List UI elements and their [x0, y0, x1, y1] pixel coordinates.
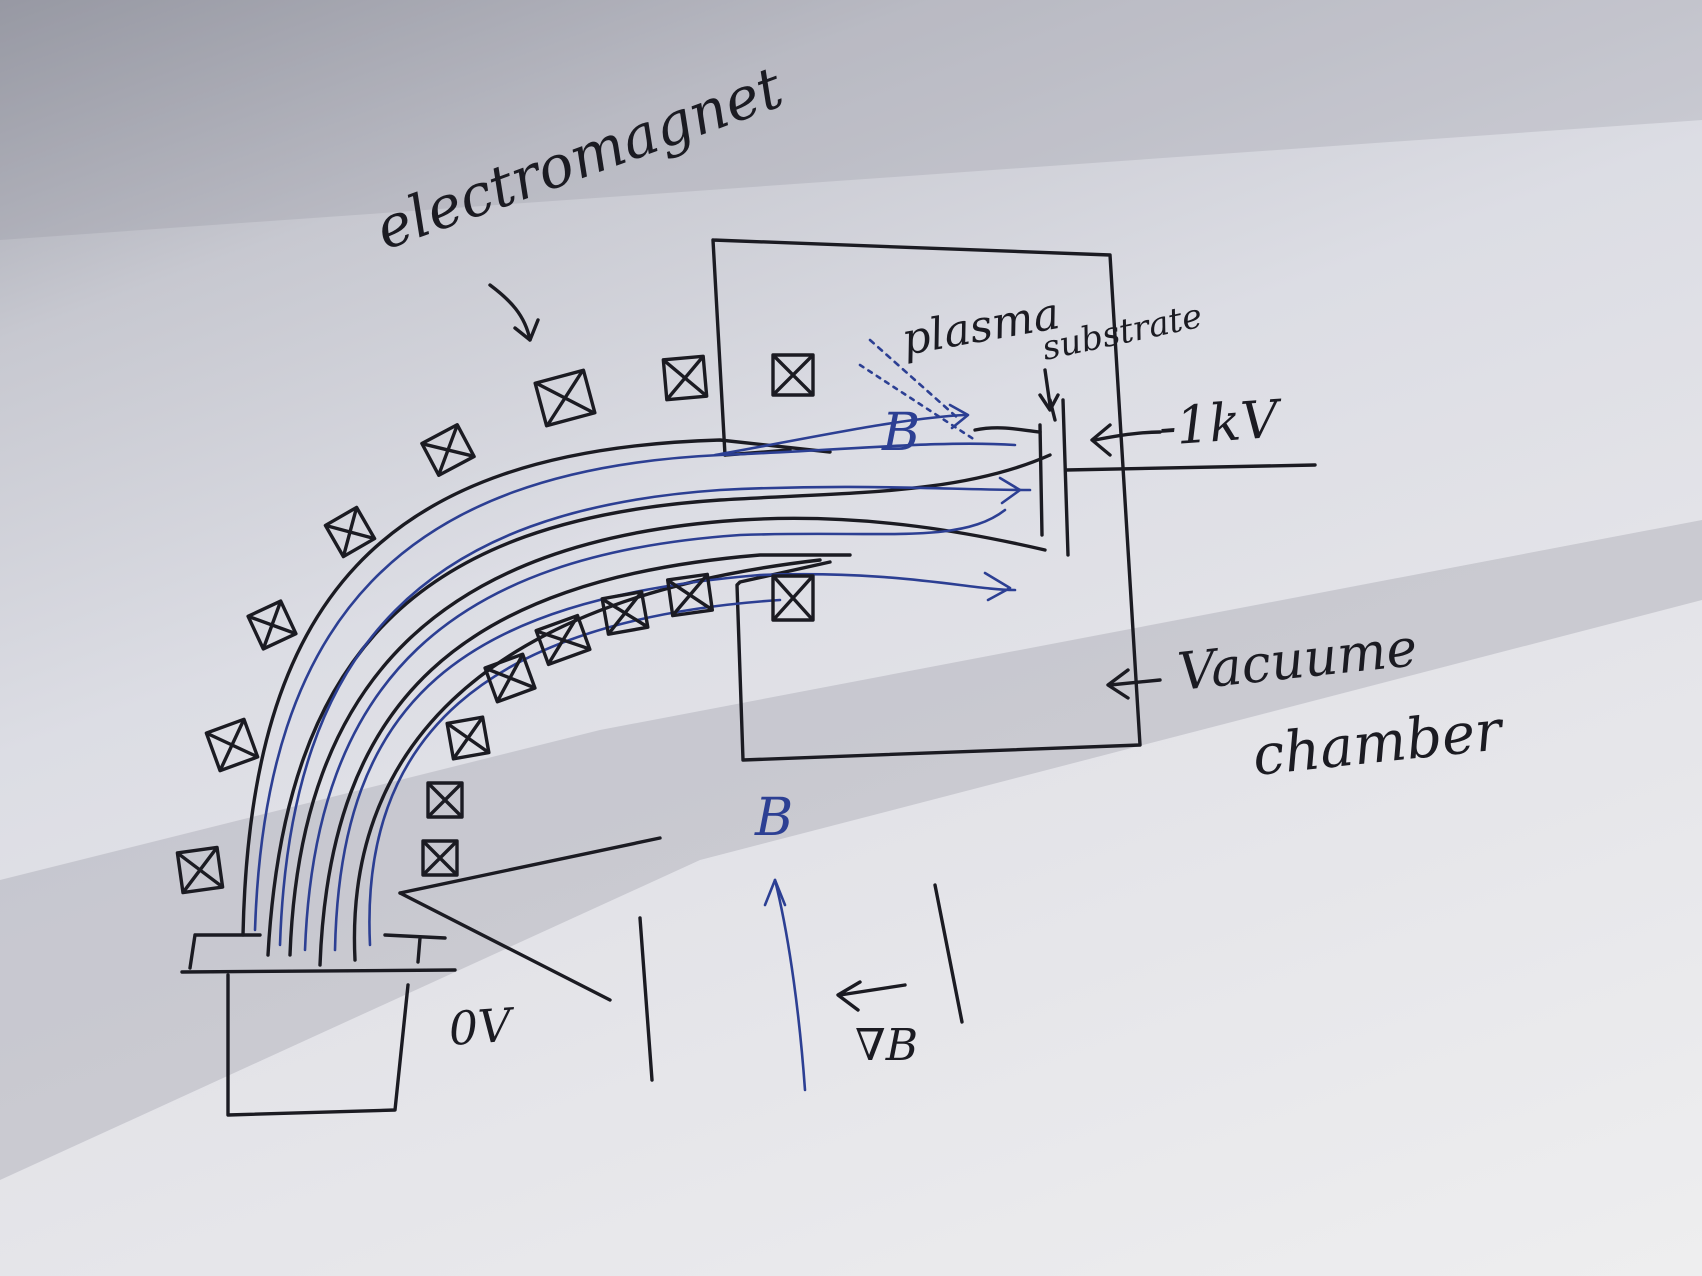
pointer-lines [398, 836, 964, 1082]
electromagnet-label: electromagnet [367, 53, 792, 263]
electromagnet-coils [175, 353, 815, 895]
source-block [180, 933, 457, 1117]
cross-in-square-icon [323, 505, 377, 559]
cross-in-square-icon [600, 590, 650, 636]
cross-in-square-icon [204, 717, 260, 773]
field-arrow-up [773, 878, 807, 1092]
cross-in-square-icon [421, 839, 459, 877]
voltage-arrow [1093, 430, 1162, 442]
cross-in-square-icon [445, 715, 491, 761]
cross-in-square-icon [483, 652, 537, 704]
field-lines-blue [253, 403, 1032, 952]
cross-in-square-icon [246, 599, 298, 651]
vacuum-label-line2: chamber [1250, 698, 1508, 789]
cross-in-square-icon [420, 423, 476, 477]
voltage-source-label: 0V [447, 997, 518, 1056]
vacuum-label-line1: Vacuume [1175, 618, 1420, 703]
cross-in-square-icon [533, 368, 597, 428]
substrate-label: substrate [1039, 296, 1206, 369]
cross-in-square-icon [661, 354, 709, 402]
gradient-b-label: ∇B [855, 1020, 918, 1071]
cross-in-square-icon [175, 845, 225, 895]
voltage-substrate-label: -1kV [1157, 389, 1285, 458]
cross-in-square-icon [665, 572, 715, 618]
field-b-lower-label: B [754, 788, 793, 848]
arrows [488, 283, 1162, 1092]
field-b-top-label: B [881, 403, 920, 463]
electromagnet-arrow [488, 283, 532, 342]
substrate-arrow [1043, 368, 1052, 407]
substrate-plate [1038, 398, 1317, 557]
cross-in-square-icon [771, 353, 815, 397]
plasma-spray [858, 338, 1042, 442]
cross-in-square-icon [534, 613, 592, 667]
cross-in-square-icon [771, 574, 815, 622]
gradient-arrow [838, 983, 907, 997]
plasma-label: plasma [898, 288, 1063, 366]
cross-in-square-icon [426, 781, 464, 819]
vacuum-arrow [1108, 678, 1162, 687]
